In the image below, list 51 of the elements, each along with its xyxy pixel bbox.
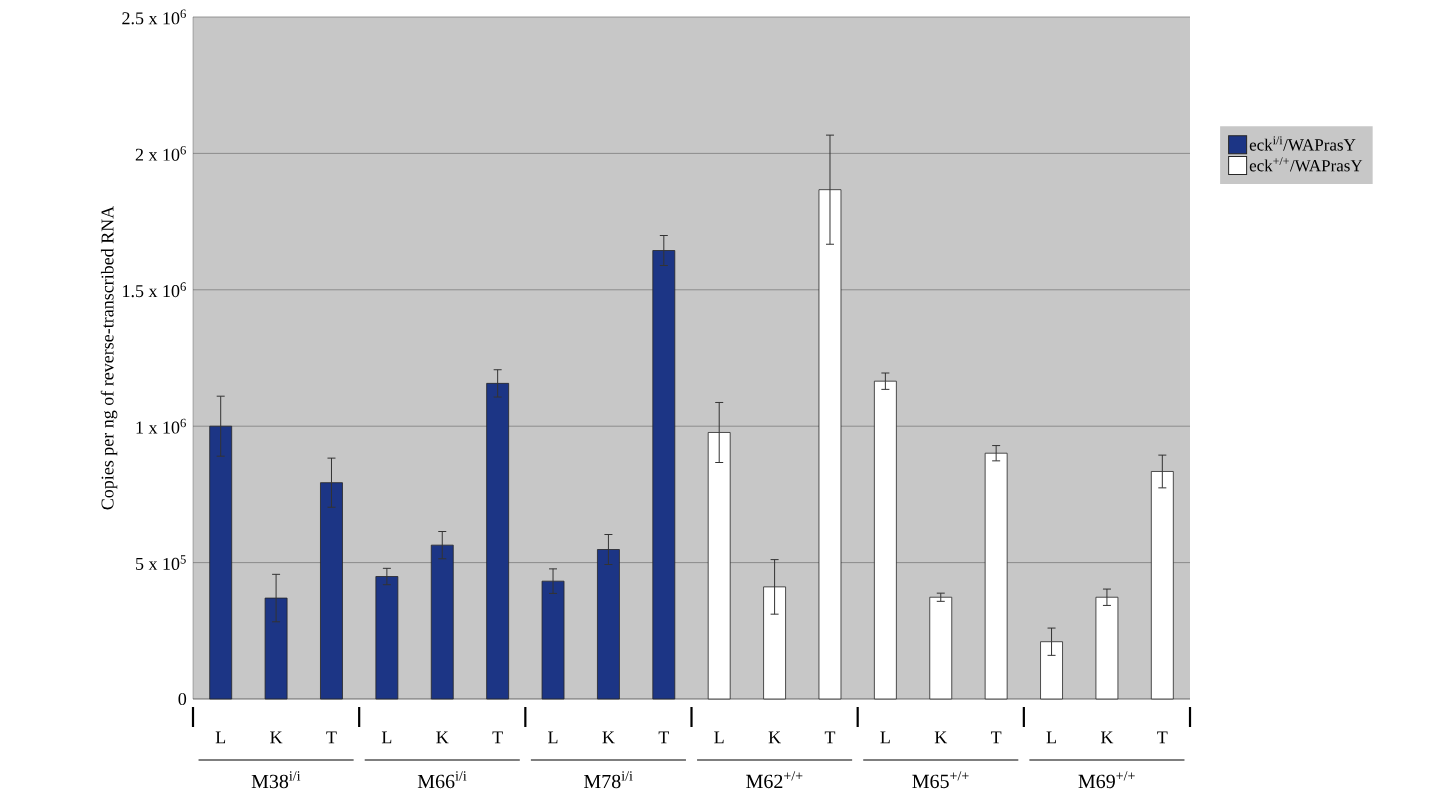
text: M62$^{+/+}$ xyxy=(746,771,803,789)
x-tick-label: K xyxy=(436,731,449,744)
bar xyxy=(1040,641,1063,700)
bar xyxy=(597,549,620,700)
x-tick-label: L xyxy=(215,731,226,744)
y-tick-label: 1.5 x 10$^{6}$ xyxy=(123,282,186,298)
bar xyxy=(873,380,897,700)
text: M65$^{+/+}$ xyxy=(912,771,969,789)
x-tick-label: L xyxy=(714,731,724,744)
text: M38$^{i/i}$ xyxy=(251,771,301,789)
text: M69$^{+/+}$ xyxy=(1078,771,1135,789)
y-tick-label: 0 xyxy=(178,692,187,706)
bar xyxy=(984,452,1008,700)
x-tick-label: T xyxy=(326,731,337,744)
legend-label: eck$^{+/+}$/WAPrasY xyxy=(1249,157,1363,172)
x-tick-label: K xyxy=(1100,731,1114,744)
x-tick-label: T xyxy=(658,731,670,744)
bar xyxy=(209,425,233,700)
bar xyxy=(763,586,786,700)
bar xyxy=(486,382,510,700)
x-tick-label: T xyxy=(824,731,836,744)
y-tick-label: 5 x 10$^{5}$ xyxy=(136,555,186,570)
text: M78$^{i/i}$ xyxy=(584,771,633,789)
bar xyxy=(375,576,399,700)
bar xyxy=(818,189,842,700)
y-tick-label: 1 x 10$^{6}$ xyxy=(136,418,186,434)
x-tick-label: T xyxy=(990,731,1002,744)
x-tick-label: K xyxy=(602,731,615,744)
bar xyxy=(1150,471,1174,700)
bar xyxy=(652,250,676,700)
bar xyxy=(707,432,731,700)
bar xyxy=(264,597,288,700)
x-tick-label: L xyxy=(381,731,392,744)
x-tick-label: T xyxy=(492,731,503,744)
x-tick-label: K xyxy=(270,731,283,744)
y-axis-title: Copies per ng of reverse-transcribed RNA xyxy=(100,205,118,510)
bar xyxy=(430,544,454,700)
y-tick-label: 2.5 x 10$^{6}$ xyxy=(122,9,186,25)
text: M66$^{i/i}$ xyxy=(417,771,467,789)
bar xyxy=(541,580,565,700)
y-tick-label: 2 x 10$^{6}$ xyxy=(135,146,186,161)
legend-label: eck$^{i/i}$/WAPrasY xyxy=(1249,136,1356,151)
x-tick-label: T xyxy=(1157,731,1168,744)
x-tick-label: L xyxy=(880,731,890,744)
x-tick-label: L xyxy=(548,731,558,744)
x-tick-label: K xyxy=(934,731,948,744)
bar xyxy=(320,482,343,700)
bar xyxy=(1095,596,1119,700)
x-tick-label: K xyxy=(768,731,781,744)
bar xyxy=(929,596,953,700)
x-tick-label: L xyxy=(1046,731,1056,744)
